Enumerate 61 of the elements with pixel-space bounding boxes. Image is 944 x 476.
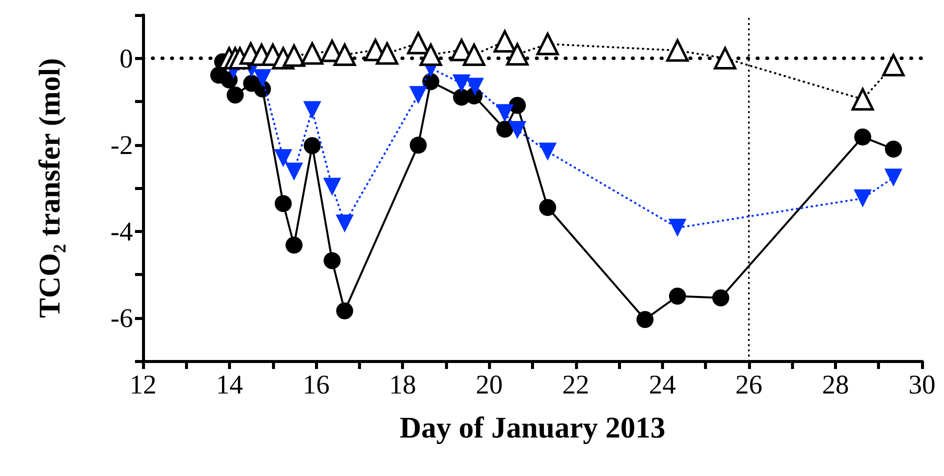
point [300,42,324,65]
point [253,69,272,88]
point [538,142,557,161]
point [636,310,654,328]
y-axis-title: TCO₂ transfer (mol) [34,58,66,318]
x-tick-label: 30 [908,370,936,400]
y-tick-label: 0 [120,43,133,74]
x-tick-label: 22 [562,370,590,400]
point [333,44,356,66]
point [336,302,354,320]
point [668,218,686,237]
point [286,236,303,254]
point [304,137,321,154]
point [854,128,872,146]
point [324,252,341,270]
x-tick-label: 18 [389,370,416,400]
x-tick-label: 26 [735,370,762,400]
point [406,32,430,54]
point [714,47,736,70]
point [410,136,427,154]
point [884,168,902,187]
point [409,86,428,104]
point [323,178,342,196]
y-tick-label: -4 [110,216,134,246]
point [712,289,730,306]
point [274,195,292,212]
point [462,44,486,66]
point [851,88,874,111]
point [226,86,244,104]
point [220,71,238,88]
point [494,30,516,53]
y-tick-label: -6 [110,302,133,333]
point [466,78,484,96]
point [506,43,529,66]
point [420,44,442,66]
x-tick-label: 20 [476,370,503,400]
point [376,42,398,65]
x-tick-label: 24 [648,370,676,400]
x-tick-label: 16 [302,370,330,400]
point [882,54,905,76]
x-tick-label: 14 [216,370,244,400]
point [508,121,526,140]
point [452,74,471,92]
point [508,96,526,114]
point [496,104,514,122]
point [669,288,686,305]
point [274,149,292,168]
point [285,162,304,181]
point [854,189,872,208]
y-tick-label: -2 [110,130,133,160]
point [303,101,322,120]
x-tick-label: 12 [130,370,156,400]
point [282,44,306,67]
point [539,198,556,216]
point [336,214,354,232]
point [536,32,559,56]
x-tick-label: 28 [822,370,849,400]
point [496,120,514,138]
point [666,39,689,62]
x-axis-title: Day of January 2013 [400,412,666,444]
point [884,140,902,158]
